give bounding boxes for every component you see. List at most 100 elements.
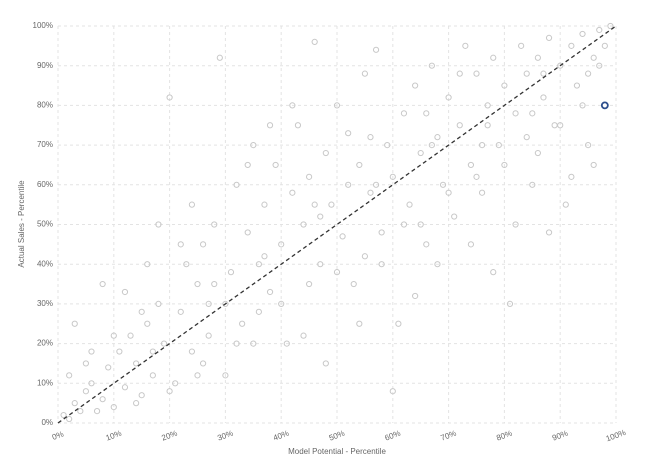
point <box>300 221 307 228</box>
point <box>194 280 201 288</box>
point <box>467 161 475 169</box>
point <box>289 102 296 109</box>
point <box>199 360 207 367</box>
x-tick-label: 60% <box>384 429 402 443</box>
point <box>423 110 430 117</box>
point <box>400 110 408 117</box>
point <box>428 62 435 69</box>
point <box>278 241 285 248</box>
point <box>149 348 156 355</box>
point <box>512 110 519 117</box>
point <box>601 42 608 49</box>
point <box>350 280 357 288</box>
point <box>300 332 307 339</box>
point <box>333 269 341 276</box>
point <box>317 213 324 220</box>
point <box>512 221 519 228</box>
point <box>99 396 106 403</box>
x-tick-label: 50% <box>328 429 346 443</box>
point <box>322 360 329 367</box>
point <box>534 149 541 157</box>
point <box>378 229 385 236</box>
point <box>551 122 558 129</box>
point <box>250 340 257 347</box>
point <box>82 360 90 367</box>
point <box>110 332 117 339</box>
x-tick-label: 0% <box>51 429 65 441</box>
point <box>105 364 112 371</box>
point <box>311 201 318 208</box>
y-tick-label: 50% <box>37 220 53 229</box>
point <box>378 261 385 268</box>
point <box>311 38 318 45</box>
point <box>93 407 101 415</box>
point <box>607 22 614 30</box>
point <box>222 372 229 379</box>
point <box>345 181 352 188</box>
point <box>255 308 262 315</box>
point <box>155 300 162 307</box>
point <box>244 161 251 169</box>
point <box>155 221 162 228</box>
point <box>478 142 486 149</box>
point <box>138 392 145 399</box>
y-tick-label: 0% <box>41 418 53 427</box>
point <box>317 261 324 268</box>
point <box>183 261 190 268</box>
reference-line <box>57 25 617 424</box>
point <box>77 407 84 415</box>
point <box>60 411 67 419</box>
point <box>361 70 368 77</box>
point <box>283 340 290 347</box>
point <box>205 300 212 307</box>
point <box>523 70 530 77</box>
point <box>116 348 123 355</box>
point <box>121 288 129 296</box>
y-tick-label: 80% <box>37 101 53 110</box>
x-tick-label: 30% <box>216 429 234 443</box>
point <box>88 348 95 355</box>
point <box>367 189 374 196</box>
point <box>367 134 374 141</box>
point <box>233 340 240 347</box>
point <box>568 173 575 180</box>
point <box>579 102 586 109</box>
highlight-point <box>600 101 609 110</box>
y-axis-title: Actual Sales - Percentile <box>17 180 26 268</box>
point <box>266 288 274 296</box>
point <box>490 54 497 61</box>
x-tick-label: 20% <box>160 429 178 443</box>
point <box>110 404 117 411</box>
point <box>406 201 413 208</box>
point <box>434 261 441 268</box>
point <box>557 62 564 69</box>
point <box>590 54 597 61</box>
point <box>266 122 274 129</box>
point <box>361 253 368 260</box>
point <box>384 142 391 149</box>
point <box>160 340 168 347</box>
point <box>127 332 134 339</box>
point <box>294 122 302 129</box>
point <box>585 142 592 149</box>
point <box>222 300 229 307</box>
point <box>568 42 575 49</box>
point <box>133 360 140 367</box>
point <box>445 94 452 101</box>
point <box>540 94 547 101</box>
point <box>389 388 396 395</box>
point <box>133 400 140 407</box>
point <box>188 201 196 208</box>
point <box>573 82 581 89</box>
point <box>144 261 151 268</box>
point <box>534 54 541 61</box>
point <box>82 388 90 395</box>
point <box>71 400 78 407</box>
x-axis-title: Model Potential - Percentile <box>288 447 386 456</box>
point <box>172 380 179 387</box>
point <box>372 46 380 53</box>
x-tick-label: 70% <box>439 429 457 443</box>
y-tick-label: 20% <box>37 339 53 348</box>
point <box>545 34 553 42</box>
